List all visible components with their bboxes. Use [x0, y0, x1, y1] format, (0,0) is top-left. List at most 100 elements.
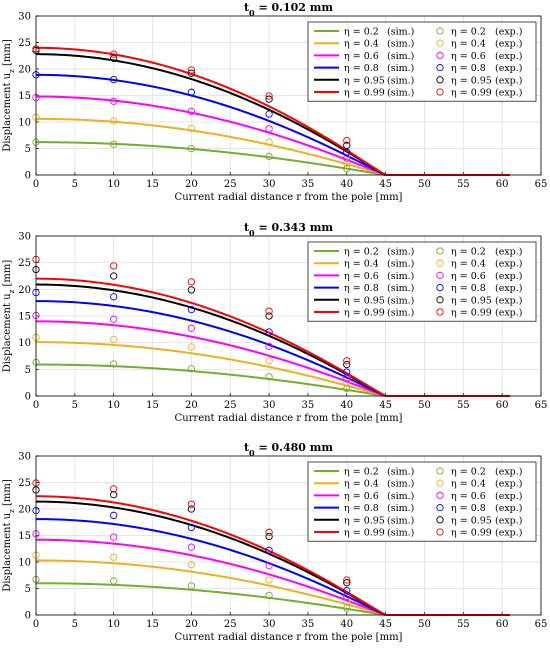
y-tick-label: 15: [18, 312, 31, 323]
exp-point: [110, 315, 118, 323]
exp-point: [110, 293, 118, 301]
legend-label: η = 0.99: [451, 308, 492, 319]
legend-label: (sim.): [387, 247, 414, 258]
exp-point: [265, 307, 273, 315]
legend-label: (exp.): [495, 295, 523, 306]
legend-label: (sim.): [387, 271, 414, 282]
legend-label: (exp.): [495, 27, 523, 38]
legend-box: [307, 461, 537, 542]
exp-point: [187, 324, 196, 332]
x-tick-label: 20: [185, 179, 198, 190]
y-tick-label: 15: [18, 91, 31, 102]
y-tick-label: 0: [25, 611, 31, 622]
legend-label: η = 0.6: [451, 271, 486, 282]
exp-point: [110, 485, 118, 493]
x-tick-label: 10: [107, 179, 120, 190]
legend-label: η = 0.4: [451, 259, 486, 270]
legend-label: (exp.): [495, 528, 523, 539]
legend-label: (exp.): [495, 51, 523, 62]
legend-marker: [436, 271, 444, 280]
legend-label: η = 0.99: [451, 88, 492, 99]
legend-label: (sim.): [387, 75, 414, 86]
exp-point: [110, 97, 118, 105]
legend-marker: [436, 76, 444, 84]
legend-label: (exp.): [495, 63, 523, 74]
x-tick-label: 20: [185, 400, 198, 411]
y-tick-label: 5: [25, 144, 31, 155]
x-tick-label: 25: [224, 179, 237, 190]
exp-point: [343, 598, 351, 606]
legend-label: (sim.): [387, 528, 414, 539]
legend-marker: [436, 27, 444, 35]
y-tick-label: 10: [18, 118, 31, 129]
exp-point: [187, 278, 196, 286]
chart-panel-1: 0 5 10 15 20 25 30 35 40 45 50 55 60 65 0 5 10 15 20 25 30 η …: [2, 1, 547, 203]
legend-marker: [436, 51, 444, 60]
legend-label: (exp.): [495, 271, 523, 282]
y-tick-label: 25: [18, 38, 31, 49]
exp-point: [343, 374, 351, 382]
chart-panel-2: 0 5 10 15 20 25 30 35 40 45 50 55 60 65 0 5 10 15 20 25 30 η …: [2, 221, 547, 424]
x-tick-label: 5: [72, 400, 78, 411]
legend-label: (exp.): [495, 479, 523, 490]
exp-point: [110, 262, 118, 270]
exp-point: [187, 500, 196, 508]
exp-point: [343, 357, 351, 365]
exp-point: [343, 154, 351, 162]
exp-point: [110, 533, 118, 541]
legend-label: η = 0.4: [344, 39, 379, 50]
chart-panel-3: 0 5 10 15 20 25 30 35 40 45 50 55 60 65 0 5 10 15 20 25 30 η …: [2, 441, 547, 643]
exp-point: [265, 357, 273, 365]
exp-point: [265, 110, 273, 118]
exp-point: [343, 586, 351, 595]
legend-marker: [436, 528, 444, 536]
exp-point: [343, 141, 351, 149]
y-tick-label: 30: [18, 232, 31, 243]
x-tick-label: 65: [535, 400, 548, 411]
x-tick-label: 30: [263, 619, 276, 630]
legend-label: (sim.): [387, 51, 414, 62]
exp-point: [187, 343, 196, 351]
legend-label: (sim.): [387, 88, 414, 99]
x-tick-label: 20: [185, 619, 198, 630]
x-tick-label: 40: [340, 619, 353, 630]
exp-point: [343, 360, 351, 369]
legend-label: η = 0.2: [451, 247, 486, 258]
exp-point: [265, 138, 273, 146]
legend-label: η = 0.6: [451, 491, 486, 502]
legend-label: η = 0.8: [451, 503, 486, 514]
legend-box: [307, 21, 537, 102]
exp-point: [110, 553, 118, 561]
exp-point: [110, 491, 118, 499]
exp-point: [265, 342, 273, 351]
legend-label: (exp.): [495, 308, 523, 319]
x-tick-label: 65: [535, 619, 548, 630]
legend-label: (sim.): [387, 515, 414, 526]
x-axis-label: Current radial distance r from the pole …: [175, 632, 403, 643]
exp-point: [110, 272, 118, 280]
x-tick-label: 45: [379, 400, 392, 411]
exp-point: [265, 576, 273, 584]
exp-point: [187, 66, 196, 74]
axes-frame: [35, 455, 542, 616]
legend-label: η = 0.6: [451, 51, 486, 62]
legend-label: (sim.): [387, 63, 414, 74]
x-tick-label: 5: [72, 619, 78, 630]
y-tick-label: 30: [18, 452, 31, 463]
x-tick-label: 65: [535, 179, 548, 190]
exp-point: [187, 365, 196, 373]
x-tick-label: 55: [457, 619, 470, 630]
legend-marker: [436, 467, 444, 475]
exp-point: [265, 562, 273, 570]
exp-point: [343, 592, 351, 601]
legend-label: η = 0.6: [344, 51, 379, 62]
legend-marker: [436, 247, 444, 255]
exp-point: [265, 125, 273, 133]
exp-point: [110, 511, 118, 520]
axes-frame: [35, 15, 542, 176]
exp-point: [265, 591, 273, 600]
y-tick-label: 25: [18, 258, 31, 269]
legend-label: η = 0.2: [451, 27, 486, 38]
exp-point: [343, 148, 351, 156]
